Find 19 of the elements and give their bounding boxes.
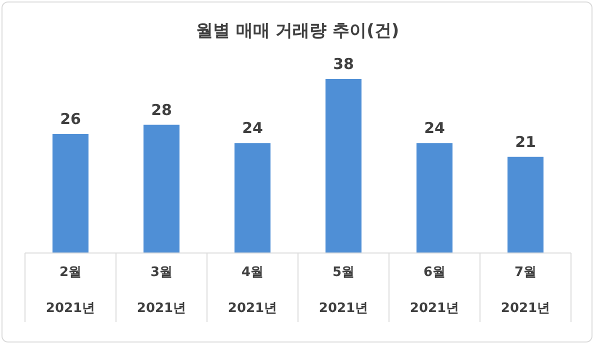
- data-label: 38: [333, 55, 354, 73]
- chart-title: 월별 매매 거래량 추이(건): [196, 21, 400, 41]
- bar: [508, 156, 544, 253]
- data-label: 26: [60, 110, 81, 128]
- category-label: 5월 2021년: [318, 265, 368, 316]
- bar: [416, 143, 452, 253]
- bar: [234, 143, 270, 253]
- category-label: 7월 2021년: [500, 265, 550, 316]
- category-label: 6월 2021년: [410, 265, 460, 316]
- bar: [144, 124, 180, 253]
- data-label: 21: [515, 132, 536, 151]
- category-label: 4월 2021년: [228, 265, 278, 316]
- bar: [326, 79, 362, 253]
- data-label: 28: [151, 100, 172, 119]
- data-label: 24: [242, 119, 263, 138]
- data-label: 24: [424, 119, 445, 138]
- category-label: 3월 2021년: [136, 265, 186, 316]
- category-label: 2월 2021년: [46, 265, 96, 316]
- bar: [52, 134, 88, 253]
